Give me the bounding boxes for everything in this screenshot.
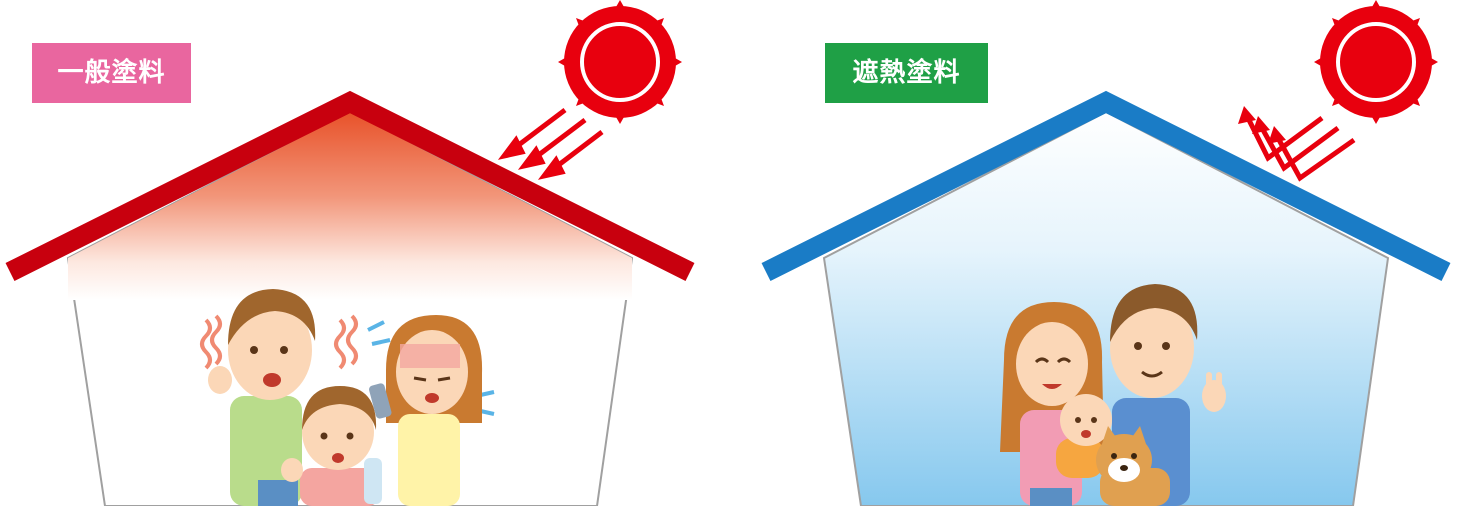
worried-girl xyxy=(281,386,382,506)
right-label-bg xyxy=(825,43,988,103)
sun-icon xyxy=(1314,0,1438,124)
dog-icon xyxy=(1096,426,1170,506)
reflect-arrow-heads xyxy=(1238,106,1286,144)
right-roof xyxy=(761,90,1451,281)
happy-baby xyxy=(1056,394,1112,478)
worried-mother xyxy=(369,315,483,506)
left-house xyxy=(5,90,695,506)
happy-father xyxy=(1110,284,1226,506)
label-standard-paint: 一般塗料 xyxy=(57,58,166,88)
right-house xyxy=(761,90,1451,506)
sun-icon xyxy=(558,0,682,124)
worried-father xyxy=(208,289,316,506)
left-roof xyxy=(5,90,695,281)
label-heat-shield-paint: 遮熱塗料 xyxy=(852,58,961,88)
heat-wave-icon xyxy=(200,314,358,370)
left-label-bg xyxy=(32,43,191,103)
heat-arrow-icon xyxy=(497,108,604,180)
